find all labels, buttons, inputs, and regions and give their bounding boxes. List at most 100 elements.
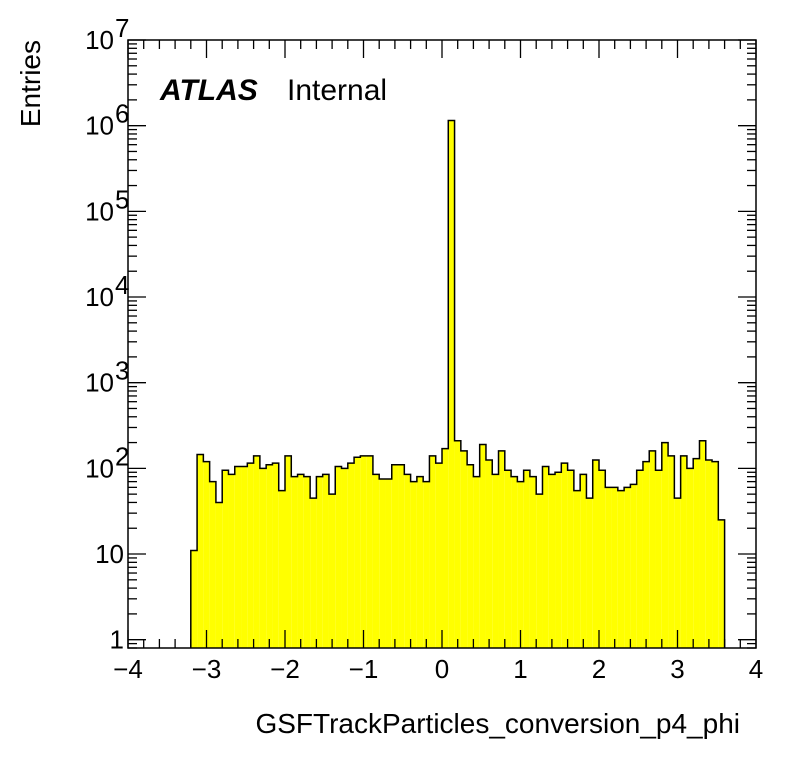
histogram-bin-80 [693, 458, 700, 648]
histogram-bin-25 [347, 463, 355, 648]
histogram-bin-30 [379, 479, 386, 648]
histogram-bin-52 [517, 481, 524, 648]
histogram-bin-8 [241, 466, 248, 648]
y-tick-label-5: 10 [85, 196, 114, 226]
histogram-bin-69 [624, 487, 631, 648]
y-tick-label-4: 10 [85, 282, 114, 312]
histogram-bin-31 [385, 479, 392, 648]
histogram-bin-82 [705, 460, 713, 648]
y-tick-exponent-7: 7 [115, 13, 129, 43]
histogram-bin-57 [548, 474, 556, 648]
histogram-bin-68 [617, 490, 625, 648]
histogram-bin-70 [630, 484, 637, 648]
y-tick-exponent-6: 6 [115, 99, 129, 129]
histogram-bin-33 [398, 464, 405, 648]
histogram-bin-29 [372, 474, 380, 648]
histogram-bin-36 [416, 476, 424, 648]
y-axis-title: Entries [15, 40, 46, 127]
histogram-bin-19 [310, 498, 317, 648]
histogram-bin-38 [429, 455, 436, 648]
histogram-bin-75 [661, 442, 669, 648]
histogram-bin-63 [586, 498, 593, 648]
histogram-bin-59 [561, 463, 568, 648]
histogram-bin-9 [247, 463, 254, 648]
x-tick-labels: −4 −3 −2 −1 0 1 2 3 4 [113, 654, 763, 684]
y-tick-label-6: 10 [85, 111, 114, 141]
x-tick-label-8: 4 [749, 654, 763, 684]
y-tick-exponent-4: 4 [115, 270, 129, 300]
histogram-bin-48 [492, 474, 499, 648]
histogram-bin-77 [674, 498, 681, 648]
histogram-bin-40 [442, 448, 449, 648]
histogram-bin-10 [253, 455, 260, 648]
x-tick-label-7: 3 [670, 654, 684, 684]
histogram-bin-22 [328, 494, 336, 648]
histogram-outline [190, 119, 726, 648]
histogram-bin-44 [467, 464, 474, 648]
histogram-bin-58 [555, 472, 562, 648]
histogram-bin-46 [479, 444, 486, 648]
histogram-bin-42 [454, 440, 461, 648]
histogram-bin-72 [642, 461, 650, 648]
histogram-bin-65 [599, 470, 606, 648]
x-tick-label-2: −2 [270, 654, 300, 684]
histogram-bin-35 [410, 481, 417, 648]
y-tick-label-0: 1 [110, 625, 124, 655]
histogram-bin-32 [391, 464, 399, 648]
histogram-bin-83 [712, 461, 719, 648]
histogram-bin-28 [366, 455, 373, 648]
histogram-bin-0 [190, 550, 198, 648]
y-tick-label-2: 10 [85, 453, 114, 483]
x-tick-label-5: 1 [513, 654, 527, 684]
histogram-bin-45 [473, 476, 480, 648]
histogram-bin-2 [203, 461, 210, 648]
histogram-bin-5 [222, 470, 229, 648]
histogram-bin-71 [636, 470, 643, 648]
histogram-bin-6 [228, 474, 235, 648]
histogram-bin-60 [567, 470, 574, 648]
histogram-bin-39 [435, 463, 442, 648]
histogram-bin-18 [303, 476, 311, 648]
x-tick-label-3: −1 [349, 654, 379, 684]
histogram-bin-26 [354, 457, 361, 648]
histogram-bin-50 [504, 470, 512, 648]
histogram-bin-47 [485, 460, 493, 648]
histogram-bin-62 [580, 474, 587, 648]
x-tick-label-6: 2 [592, 654, 606, 684]
histogram-bin-43 [460, 450, 468, 648]
histogram-bin-37 [423, 481, 430, 648]
axis-ticks [127, 39, 757, 649]
histogram-bin-27 [360, 455, 367, 648]
histogram-bin-73 [649, 450, 656, 648]
histogram-bin-4 [215, 502, 223, 648]
histogram-bin-7 [234, 466, 242, 648]
histogram-bin-12 [266, 464, 273, 648]
histogram-bin-14 [278, 490, 285, 648]
histogram-bin-17 [297, 474, 304, 648]
x-tick-label-0: −4 [113, 654, 143, 684]
histogram-bin-81 [699, 440, 706, 648]
histogram-bin-54 [529, 476, 537, 648]
atlas-label: ATLAS [159, 74, 258, 107]
histogram-bin-76 [668, 455, 675, 648]
histogram-bin-13 [272, 463, 279, 648]
histogram-bin-51 [511, 476, 518, 648]
histogram-bars [190, 120, 725, 648]
y-tick-label-3: 10 [85, 368, 114, 398]
histogram-bin-84 [718, 519, 725, 648]
histogram-bin-66 [605, 487, 612, 648]
y-tick-label-1: 10 [95, 539, 124, 569]
histogram-bin-3 [209, 481, 216, 648]
histogram-bin-64 [592, 460, 599, 648]
histogram-bin-49 [498, 450, 505, 648]
histogram-bin-55 [536, 494, 543, 648]
histogram-bin-41 [448, 120, 455, 648]
y-tick-exponent-5: 5 [115, 184, 129, 214]
y-tick-label-7: 10 [85, 25, 114, 55]
histogram-bin-11 [259, 468, 267, 648]
histogram-bin-16 [291, 476, 298, 648]
x-tick-label-4: 0 [435, 654, 449, 684]
histogram-bin-34 [404, 474, 411, 648]
histogram-bin-74 [655, 470, 662, 648]
